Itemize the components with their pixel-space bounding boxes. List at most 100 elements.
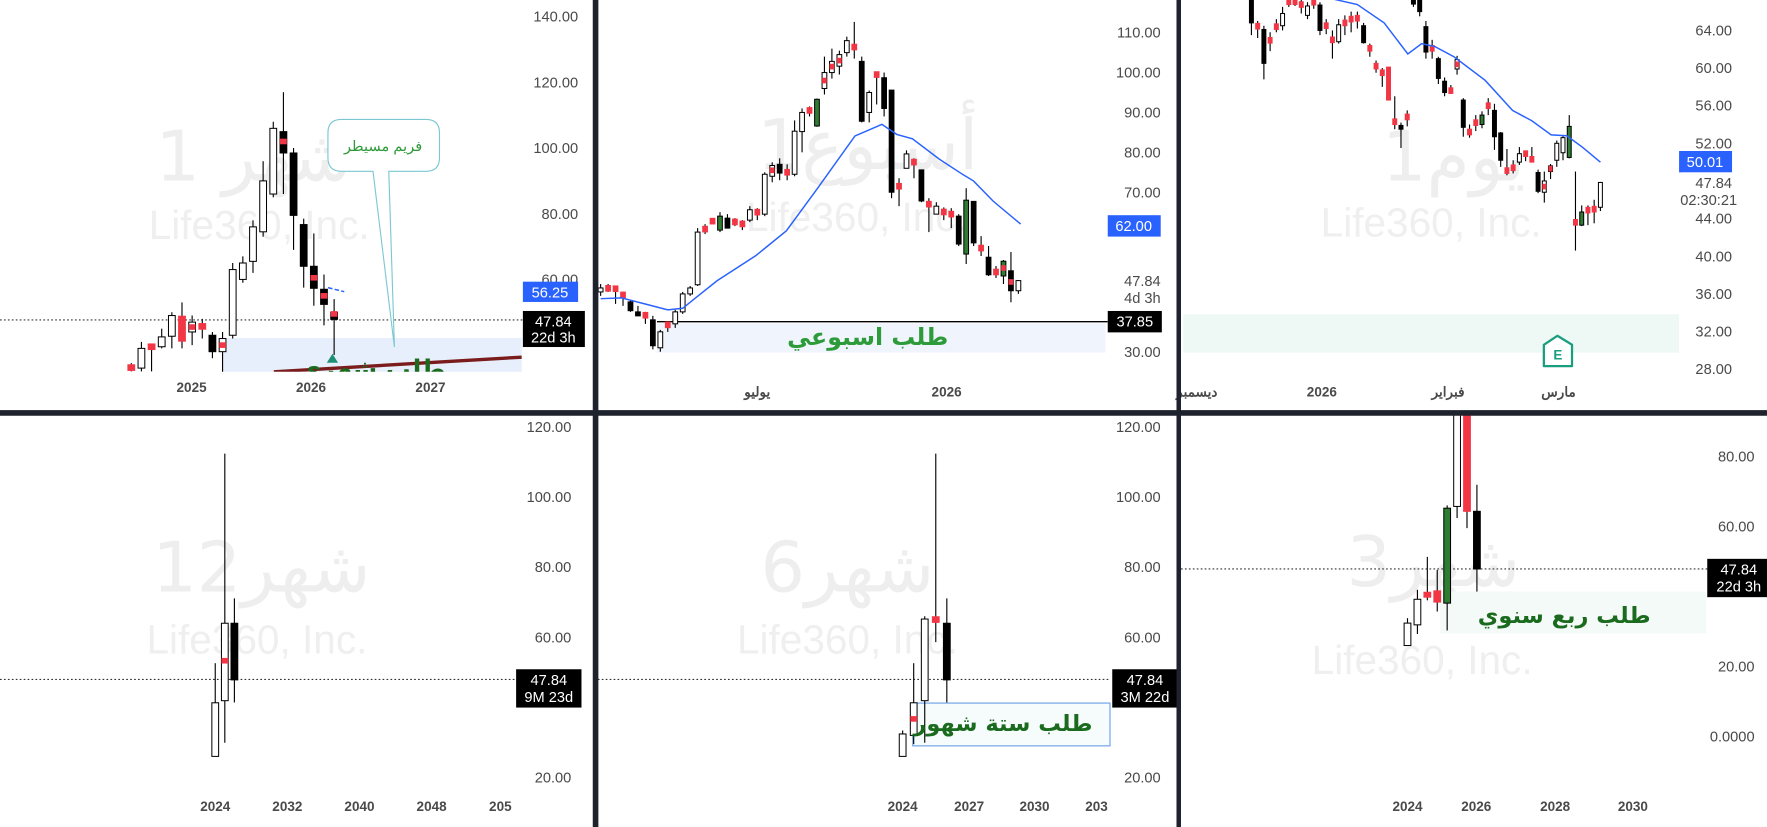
candle[interactable] <box>1398 122 1404 149</box>
candle[interactable] <box>1485 98 1491 116</box>
candle[interactable] <box>1463 281 1471 529</box>
candle[interactable] <box>1379 68 1385 87</box>
candle[interactable] <box>814 98 820 127</box>
candle[interactable] <box>694 228 701 286</box>
quarterly-demand-zone[interactable] <box>1440 591 1707 634</box>
candle[interactable] <box>843 36 850 57</box>
candle[interactable] <box>1342 15 1348 36</box>
candle[interactable] <box>791 120 798 177</box>
candle[interactable] <box>918 169 925 203</box>
candle[interactable] <box>1361 22 1367 44</box>
candle[interactable] <box>896 178 902 207</box>
candle[interactable] <box>1572 171 1578 251</box>
candle[interactable] <box>888 89 895 199</box>
candle[interactable] <box>299 218 308 288</box>
candle[interactable] <box>289 148 298 250</box>
candle[interactable] <box>769 162 776 183</box>
ema-line[interactable] <box>1334 0 1601 163</box>
candle[interactable] <box>188 315 197 346</box>
candle[interactable] <box>1585 205 1591 226</box>
candle[interactable] <box>1386 66 1392 101</box>
candle[interactable] <box>1373 60 1379 73</box>
callout-bubble[interactable] <box>327 118 441 348</box>
earnings-badge[interactable]: E <box>1542 334 1574 368</box>
candle[interactable] <box>178 302 186 349</box>
candle[interactable] <box>985 246 992 276</box>
candle[interactable] <box>1323 19 1329 35</box>
candle[interactable] <box>238 256 247 283</box>
candle[interactable] <box>948 208 955 229</box>
six-month-demand-zone[interactable] <box>912 702 1111 747</box>
candle[interactable] <box>127 363 136 372</box>
candle[interactable] <box>664 321 671 332</box>
candle[interactable] <box>1367 43 1373 57</box>
candle[interactable] <box>732 218 738 227</box>
candle[interactable] <box>687 285 694 296</box>
candle[interactable] <box>1429 39 1435 59</box>
candle[interactable] <box>724 214 731 229</box>
candle[interactable] <box>230 598 239 703</box>
candle[interactable] <box>137 341 146 372</box>
candle[interactable] <box>1298 0 1304 14</box>
candle[interactable] <box>167 312 176 349</box>
candle[interactable] <box>598 283 604 296</box>
trendline[interactable] <box>273 355 522 372</box>
candle[interactable] <box>1442 77 1448 97</box>
candle[interactable] <box>1498 132 1504 167</box>
candle[interactable] <box>605 283 611 292</box>
candle[interactable] <box>1255 21 1261 38</box>
candle[interactable] <box>1516 147 1522 165</box>
candle[interactable] <box>1292 0 1298 6</box>
candle[interactable] <box>612 285 619 304</box>
candle[interactable] <box>309 233 318 306</box>
candle[interactable] <box>1273 19 1279 33</box>
candle[interactable] <box>1579 205 1585 227</box>
candle[interactable] <box>672 309 679 328</box>
candle[interactable] <box>1008 252 1014 303</box>
candle[interactable] <box>1317 2 1323 36</box>
candle[interactable] <box>1560 135 1566 161</box>
candle[interactable] <box>858 56 865 123</box>
candle[interactable] <box>851 21 858 59</box>
time-axes[interactable]: 2025 2026 2027 يوليو 2026 ديسمبر 2026 فبراير مار… <box>177 380 1648 814</box>
candle[interactable] <box>220 453 229 743</box>
candle[interactable] <box>873 71 880 105</box>
candle[interactable] <box>649 315 656 350</box>
candle[interactable] <box>1286 0 1292 7</box>
candle[interactable] <box>1491 103 1497 150</box>
candle[interactable] <box>1591 199 1597 224</box>
candle[interactable] <box>1280 6 1286 31</box>
candle[interactable] <box>955 214 962 247</box>
candle[interactable] <box>784 164 791 181</box>
candle[interactable] <box>1261 25 1267 80</box>
candle[interactable] <box>866 90 873 123</box>
candle[interactable] <box>1267 32 1273 52</box>
candle[interactable] <box>1473 484 1481 592</box>
candle[interactable] <box>821 56 828 95</box>
panel-divider[interactable] <box>0 410 1767 416</box>
candle[interactable] <box>1423 21 1429 59</box>
candle[interactable] <box>806 106 813 117</box>
candle[interactable] <box>1423 556 1432 601</box>
candle[interactable] <box>1467 124 1473 138</box>
candle[interactable] <box>1448 84 1454 94</box>
candle[interactable] <box>978 236 984 257</box>
candle[interactable] <box>776 158 783 181</box>
candle[interactable] <box>635 305 641 317</box>
candle[interactable] <box>1348 11 1354 33</box>
candle[interactable] <box>799 108 805 153</box>
candle[interactable] <box>1510 160 1516 174</box>
candle[interactable] <box>761 172 768 217</box>
candle[interactable] <box>942 598 951 703</box>
candle[interactable] <box>709 217 716 225</box>
candle[interactable] <box>746 206 753 223</box>
candle[interactable] <box>1460 98 1466 137</box>
candle[interactable] <box>898 730 907 757</box>
candle[interactable] <box>157 328 166 349</box>
candle[interactable] <box>1523 150 1529 162</box>
candle[interactable] <box>1417 0 1423 17</box>
candle[interactable] <box>218 331 227 378</box>
candle[interactable] <box>1541 171 1547 203</box>
candle[interactable] <box>1548 164 1554 180</box>
candle[interactable] <box>1311 0 1317 9</box>
